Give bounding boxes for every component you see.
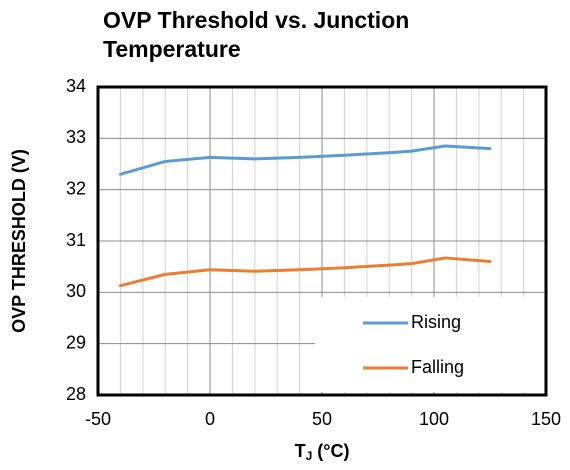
x-tick-label: 50	[312, 409, 332, 429]
legend-label: Rising	[411, 312, 461, 332]
y-tick-label: 28	[66, 384, 86, 404]
x-axis-label-main: T	[295, 441, 306, 461]
y-tick-label: 33	[66, 127, 86, 147]
plot-border	[96, 85, 548, 397]
y-tick-label: 31	[66, 230, 86, 250]
series-line	[118, 144, 492, 176]
series-line	[118, 256, 492, 288]
x-tick-label: 150	[531, 409, 561, 429]
y-tick-label: 32	[66, 178, 86, 198]
x-tick-label: -50	[85, 409, 111, 429]
x-tick-label: 0	[205, 409, 215, 429]
y-tick-label: 34	[66, 76, 86, 96]
legend-box	[315, 297, 546, 392]
legend-label: Falling	[411, 357, 464, 377]
x-axis-label-sub: J	[306, 449, 313, 463]
x-axis-label: TJ (°C)	[295, 441, 350, 463]
y-axis-label: OVP THRESHOLD (V)	[9, 149, 29, 333]
chart-title: OVP Threshold vs. Junction Temperature	[103, 7, 410, 62]
y-tick-label: 30	[66, 281, 86, 301]
y-tick-label: 29	[66, 332, 86, 352]
x-axis-label-unit: (°C)	[312, 441, 349, 461]
x-tick-label: 100	[419, 409, 449, 429]
